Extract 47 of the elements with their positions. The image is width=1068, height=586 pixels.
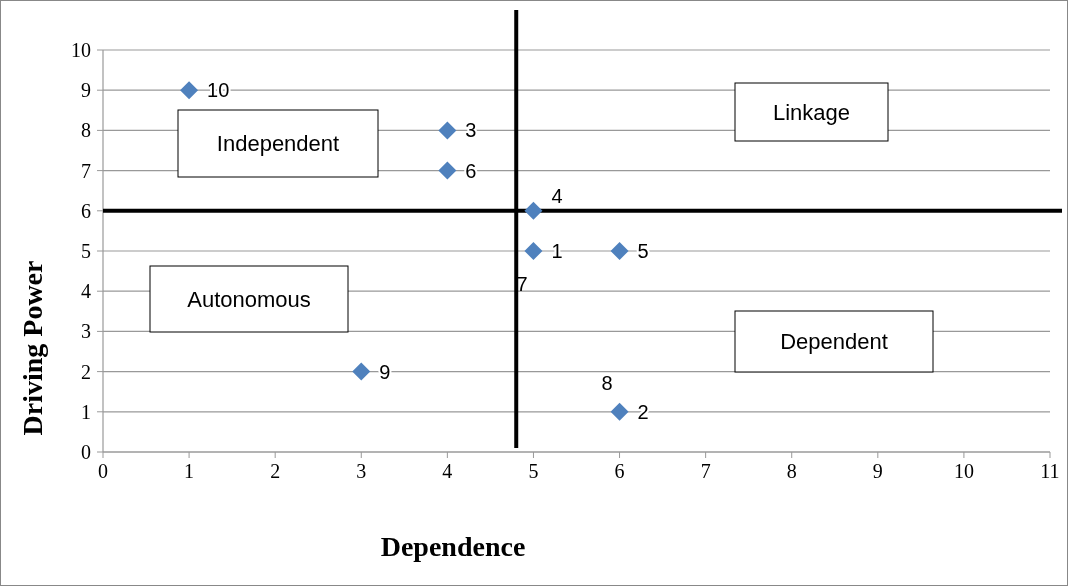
annotation: 8 bbox=[601, 372, 613, 394]
point bbox=[438, 161, 457, 180]
y-tick-label: 4 bbox=[81, 280, 91, 303]
point bbox=[610, 402, 629, 421]
annotation: Linkage bbox=[772, 99, 851, 125]
y-tick-label: 5 bbox=[81, 240, 91, 262]
point bbox=[524, 242, 543, 260]
y-tick-label: 1 bbox=[81, 400, 91, 423]
annotation: Dependent bbox=[780, 329, 888, 355]
annotation: 4 bbox=[551, 184, 563, 207]
point bbox=[438, 121, 457, 140]
x-tick-label: 10 bbox=[953, 460, 974, 482]
x-tick-label: 4 bbox=[442, 460, 453, 482]
annotation: Autonomous bbox=[187, 286, 311, 312]
y-tick-label: 7 bbox=[81, 159, 91, 182]
annotation: 1 bbox=[551, 240, 563, 262]
y-tick-label: 6 bbox=[81, 199, 91, 222]
y-tick-label: 0 bbox=[81, 441, 91, 463]
annotation: 9 bbox=[379, 360, 391, 383]
x-axis-title: Dependence bbox=[380, 531, 526, 562]
annotation: 5 bbox=[637, 240, 649, 262]
x-tick-label: 0 bbox=[98, 460, 108, 482]
annotation: Independent bbox=[216, 131, 340, 157]
annotation: 7 bbox=[516, 273, 528, 295]
x-tick-label: 11 bbox=[1040, 460, 1060, 482]
y-axis-title: Driving Power bbox=[17, 260, 48, 436]
annotation: 6 bbox=[465, 159, 477, 182]
y-tick-label: 9 bbox=[81, 79, 91, 102]
point bbox=[524, 201, 543, 220]
annotation: 3 bbox=[465, 119, 477, 142]
annotation: 2 bbox=[637, 400, 649, 423]
point bbox=[180, 81, 199, 100]
y-tick-label: 10 bbox=[71, 39, 91, 61]
x-tick-label: 5 bbox=[528, 460, 539, 482]
point bbox=[610, 242, 629, 260]
y-tick-label: 2 bbox=[81, 360, 91, 383]
x-tick-label: 8 bbox=[786, 460, 797, 482]
x-tick-label: 9 bbox=[872, 460, 883, 482]
x-tick-label: 7 bbox=[700, 460, 711, 482]
x-tick-label: 2 bbox=[270, 460, 281, 482]
x-tick-label: 3 bbox=[356, 460, 367, 482]
y-tick-label: 8 bbox=[81, 119, 91, 142]
x-tick-label: 6 bbox=[614, 460, 625, 482]
y-tick-label: 3 bbox=[81, 320, 91, 343]
point bbox=[352, 362, 371, 381]
x-tick-label: 1 bbox=[184, 460, 195, 482]
annotation: 10 bbox=[207, 79, 230, 102]
